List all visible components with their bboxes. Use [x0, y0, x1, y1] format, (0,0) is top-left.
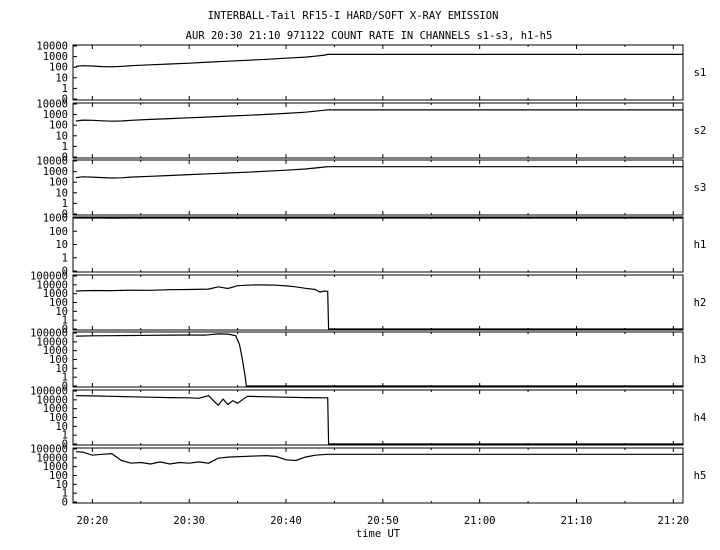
y-tick-label: 0	[62, 266, 68, 278]
x-tick-label: 20:30	[173, 515, 205, 527]
y-tick-label: 100	[49, 470, 68, 482]
y-tick-label: 0	[62, 439, 68, 451]
y-tick-label: 0	[62, 94, 68, 106]
y-tick-label: 10	[55, 479, 68, 491]
chart-title: INTERBALL-Tail RF15-I HARD/SOFT X-RAY EM…	[208, 10, 499, 22]
y-tick-label: 0	[62, 324, 68, 336]
y-tick-label: 1	[62, 372, 68, 384]
y-tick-label: 1000	[43, 213, 68, 225]
series-line-h5	[75, 451, 683, 465]
x-tick-label: 21:10	[561, 515, 593, 527]
y-tick-label: 100	[49, 120, 68, 132]
y-tick-label: 100000	[30, 386, 68, 398]
y-tick-label: 1000	[43, 166, 68, 178]
y-tick-label: 1	[62, 198, 68, 210]
channel-label-s1: s1	[694, 67, 707, 79]
chart-subtitle: AUR 20:30 21:10 971122 COUNT RATE IN CHA…	[186, 30, 553, 42]
y-tick-label: 0	[62, 209, 68, 221]
y-tick-label: 100000	[30, 444, 68, 456]
y-tick-label: 1	[62, 83, 68, 95]
y-tick-label: 100000	[30, 271, 68, 283]
panel-frame	[72, 274, 684, 331]
y-tick-label: 1000	[43, 461, 68, 473]
panel-frame	[72, 389, 684, 446]
x-tick-label: 20:50	[367, 515, 399, 527]
x-tick-label: 20:40	[270, 515, 302, 527]
y-tick-label: 1000	[43, 51, 68, 63]
panels-group: 1000010001001010s11000010001001010s21000…	[30, 41, 706, 509]
y-tick-label: 1	[62, 430, 68, 442]
y-tick-label: 1	[62, 252, 68, 264]
x-tick-label: 21:20	[658, 515, 690, 527]
y-tick-label: 100	[49, 177, 68, 189]
series-line-h4	[75, 394, 683, 445]
y-tick-label: 10000	[36, 156, 68, 168]
y-tick-label: 1	[62, 141, 68, 153]
y-tick-label: 10000	[36, 41, 68, 53]
y-tick-label: 1000	[43, 109, 68, 121]
series-line-s3	[75, 166, 683, 179]
panel-frame	[72, 44, 684, 101]
channel-label-h2: h2	[694, 297, 707, 309]
panel-frame	[72, 216, 684, 273]
y-tick-label: 10	[55, 239, 68, 251]
y-tick-label: 0	[62, 381, 68, 393]
y-tick-label: 0	[62, 497, 68, 509]
channel-label-s3: s3	[694, 182, 707, 194]
x-axis-label: time UT	[356, 528, 401, 540]
y-tick-label: 10	[55, 363, 68, 375]
y-tick-label: 100000	[30, 328, 68, 340]
x-tick-label: 20:20	[77, 515, 109, 527]
channel-label-h3: h3	[694, 354, 707, 366]
channel-label-h1: h1	[694, 239, 707, 251]
y-tick-label: 1000	[43, 288, 68, 300]
y-tick-label: 1	[62, 488, 68, 500]
channel-label-h5: h5	[694, 470, 707, 482]
y-tick-label: 0	[62, 152, 68, 164]
series-line-h2	[75, 284, 683, 330]
series-line-s1	[75, 53, 683, 68]
y-tick-label: 10	[55, 72, 68, 84]
channel-label-h4: h4	[694, 412, 707, 424]
y-tick-label: 1	[62, 315, 68, 327]
y-tick-label: 100	[49, 354, 68, 366]
y-tick-label: 10000	[36, 394, 68, 406]
panel-frame	[72, 102, 684, 159]
y-tick-label: 1000	[43, 345, 68, 357]
panel-frame	[72, 331, 684, 388]
channel-label-s2: s2	[694, 125, 707, 137]
x-ticks-group: 20:20 20:30 20:40 20:50 21:00 21:10 21:20	[77, 515, 690, 527]
y-tick-label: 100	[49, 226, 68, 238]
series-line-h3	[75, 333, 683, 387]
y-tick-label: 10000	[36, 99, 68, 111]
series-line-s2	[75, 109, 683, 122]
y-tick-label: 10	[55, 421, 68, 433]
y-tick-label: 10000	[36, 279, 68, 291]
y-tick-label: 1000	[43, 403, 68, 415]
panel-frame	[72, 447, 684, 504]
y-tick-label: 10	[55, 187, 68, 199]
y-tick-label: 100	[49, 412, 68, 424]
y-tick-label: 10000	[36, 336, 68, 348]
y-tick-label: 100	[49, 62, 68, 74]
panel-frame	[72, 159, 684, 216]
y-tick-label: 10000	[36, 452, 68, 464]
y-tick-label: 100	[49, 297, 68, 309]
y-tick-label: 10	[55, 130, 68, 142]
y-tick-label: 10	[55, 306, 68, 318]
x-tick-label: 21:00	[464, 515, 496, 527]
